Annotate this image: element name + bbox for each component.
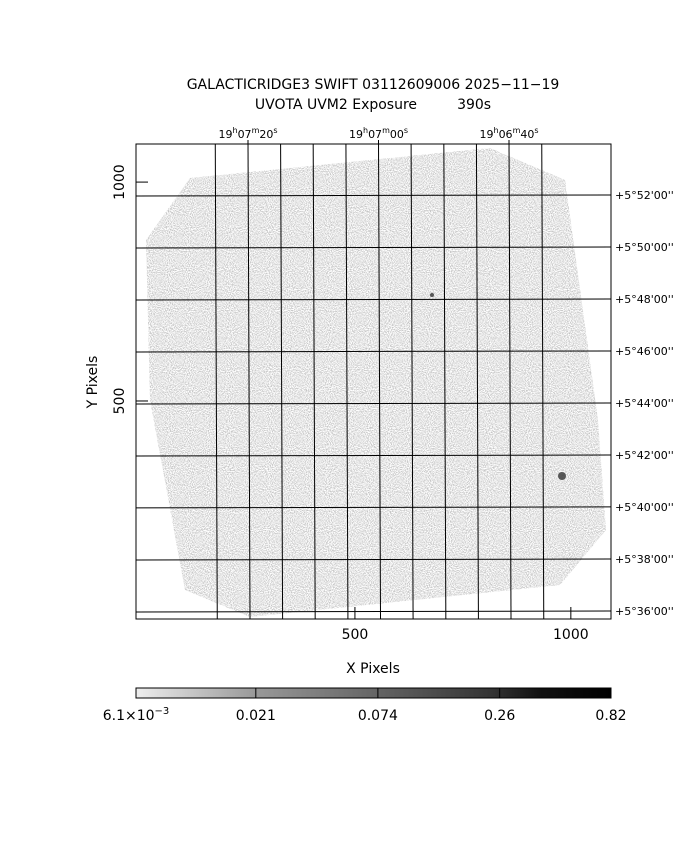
- ra-tick-label: 19h07m20s: [218, 126, 277, 141]
- grid-line: [135, 558, 612, 561]
- dec-tick-label: +5°36'00'': [615, 605, 674, 618]
- ra-tick-label-part: 19: [349, 128, 363, 141]
- colorbar-tick-label-part: 0.021: [236, 708, 276, 724]
- ra-tick-label-part: 20: [259, 128, 273, 141]
- colorbar-tick-label: 0.82: [595, 708, 626, 724]
- colorbar-tick-label: 0.26: [484, 708, 515, 724]
- colorbar-tick-label: 6.1×10−3: [103, 706, 170, 725]
- dec-tick-label: +5°44'00'': [615, 397, 674, 410]
- grid-line: [475, 143, 479, 620]
- source: [430, 293, 434, 297]
- ra-tick-label: 19h06m40s: [479, 126, 538, 141]
- y-tick-label: 500: [112, 388, 128, 415]
- colorbar-tick-label-part: 0.26: [484, 708, 515, 724]
- ra-tick-label-sup: h: [493, 126, 498, 135]
- chart-title: GALACTICRIDGE3 SWIFT 03112609006 2025−11…: [187, 77, 560, 93]
- x-tick-label: 1000: [553, 627, 589, 643]
- grid-line: [135, 246, 612, 249]
- dec-tick-label: +5°48'00'': [615, 293, 674, 306]
- dec-tick-label: +5°38'00'': [615, 553, 674, 566]
- grid-line: [247, 143, 251, 620]
- ra-tick-label-part: 40: [520, 128, 534, 141]
- ra-tick-label-sup: h: [232, 126, 237, 135]
- dec-tick-label: +5°52'00'': [615, 189, 674, 202]
- colorbar: [135, 687, 612, 699]
- grid-line: [135, 610, 612, 613]
- ra-tick-label-sup: m: [513, 126, 521, 135]
- colorbar-tick-label-part: 6.1×10: [103, 708, 155, 724]
- grid-line: [541, 143, 545, 620]
- grid-line: [135, 506, 612, 509]
- ra-tick-label-part: 19: [218, 128, 232, 141]
- grid-line: [410, 143, 414, 620]
- grid-line: [135, 350, 612, 353]
- x-tick-label: 500: [342, 627, 369, 643]
- exposure-map: [146, 148, 606, 617]
- grid: [135, 143, 612, 620]
- dec-tick-label: +5°50'00'': [615, 241, 674, 254]
- ra-tick-label: 19h07m00s: [349, 126, 408, 141]
- ra-tick-label-part: 07: [368, 128, 382, 141]
- grid-line: [135, 194, 612, 197]
- chart-subtitle: UVOTA UVM2 Exposure 390s: [255, 97, 491, 113]
- colorbar-tick-label-part: 0.074: [358, 708, 398, 724]
- grid-line: [280, 143, 284, 620]
- y-tick-label: 1000: [112, 164, 128, 200]
- grid-line: [135, 454, 612, 457]
- grid-line: [443, 143, 447, 620]
- grid-line: [345, 143, 349, 620]
- ra-tick-label-sup: m: [382, 126, 390, 135]
- ra-tick-label-sup: m: [252, 126, 260, 135]
- dec-tick-label: +5°42'00'': [615, 449, 674, 462]
- colorbar-tick-label: 0.074: [358, 708, 398, 724]
- grid-line: [214, 143, 218, 620]
- colorbar-tick-label-part: 0.82: [595, 708, 626, 724]
- y-axis-label: Y Pixels: [85, 356, 101, 410]
- ra-tick-label-part: 07: [238, 128, 252, 141]
- ra-tick-label-sup: h: [363, 126, 368, 135]
- plot-frame: [135, 143, 612, 620]
- grid-line: [378, 143, 382, 620]
- ra-tick-label-part: 00: [390, 128, 404, 141]
- ra-tick-label-sup: s: [273, 126, 277, 135]
- ra-tick-label-part: 06: [499, 128, 513, 141]
- ra-tick-label-part: 19: [479, 128, 493, 141]
- dec-tick-label: +5°40'00'': [615, 501, 674, 514]
- x-axis-label: X Pixels: [346, 661, 400, 677]
- source: [558, 472, 566, 480]
- grid-line: [508, 143, 512, 620]
- colorbar-tick-label: 0.021: [236, 708, 276, 724]
- dec-tick-label: +5°46'00'': [615, 345, 674, 358]
- grid-line: [312, 143, 316, 620]
- colorbar-tick-label-sup: −3: [155, 706, 170, 717]
- grid-line: [135, 298, 612, 301]
- ra-tick-label-sup: s: [534, 126, 538, 135]
- grid-line: [135, 402, 612, 405]
- ra-tick-label-sup: s: [404, 126, 408, 135]
